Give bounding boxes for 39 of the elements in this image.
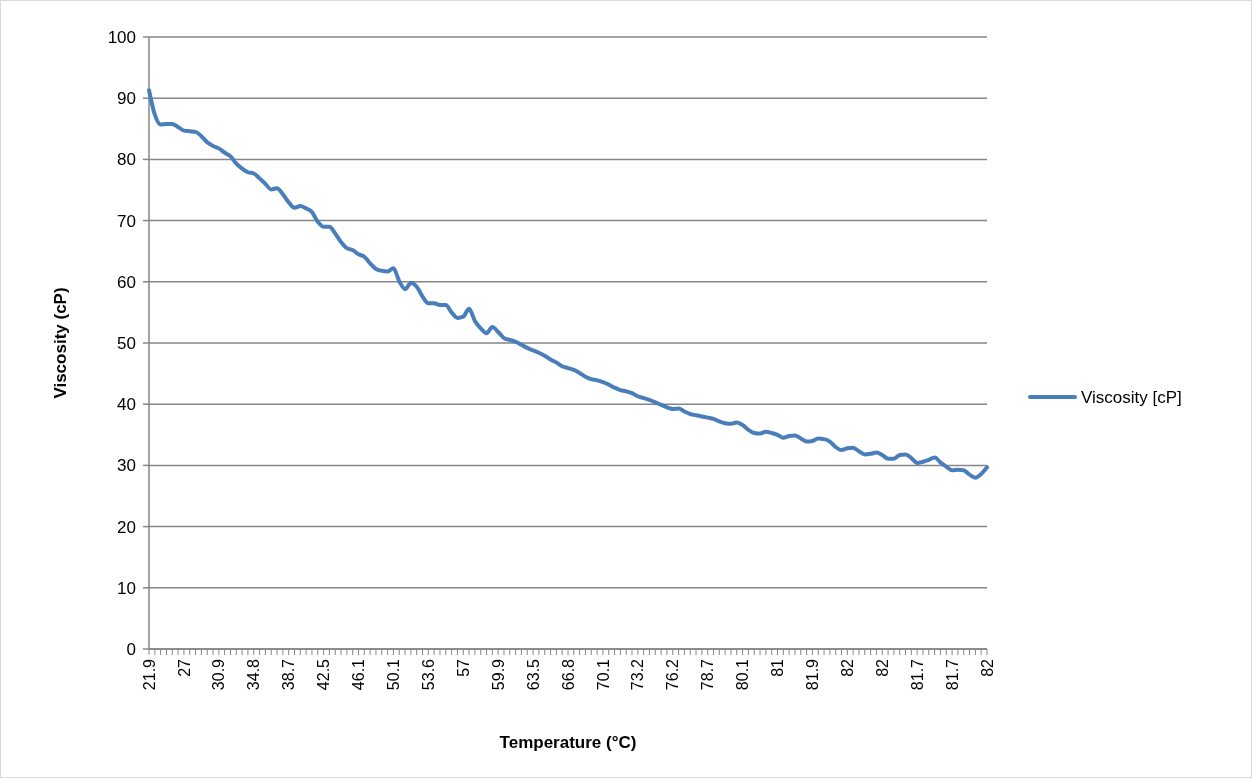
x-tick-label: 63.5 <box>524 658 542 691</box>
x-tick-label: 21.9 <box>140 658 158 691</box>
y-axis-title: Viscosity (cP) <box>51 287 70 399</box>
y-tick-label: 60 <box>117 272 136 292</box>
x-tick-label: 38.7 <box>280 658 298 691</box>
x-axis-title: Temperature (°C) <box>499 733 637 752</box>
x-tick-label: 57 <box>454 658 472 677</box>
y-tick-label: 80 <box>117 150 136 170</box>
x-tick-label: 34.8 <box>245 658 263 691</box>
x-tick-label: 81.9 <box>804 658 822 691</box>
x-tick-label: 59.9 <box>489 658 507 691</box>
x-tick-label: 53.6 <box>419 658 437 691</box>
y-tick-label: 70 <box>117 211 136 231</box>
y-tick-label: 50 <box>117 333 136 353</box>
x-tick-label: 81 <box>769 658 787 677</box>
x-tick-label: 66.8 <box>559 658 577 691</box>
x-tick-label: 82 <box>978 658 996 677</box>
x-tick-label: 76.2 <box>664 658 682 691</box>
x-tick-label: 78.7 <box>699 658 717 691</box>
x-tick-label: 81.7 <box>943 658 961 691</box>
x-tick-label: 27 <box>175 658 193 677</box>
y-tick-label: 0 <box>126 639 136 659</box>
x-tick-label: 50.1 <box>385 658 403 691</box>
y-tick-label: 90 <box>117 89 136 109</box>
x-tick-label: 46.1 <box>350 658 368 691</box>
x-tick-label: 73.2 <box>629 658 647 691</box>
y-tick-label: 100 <box>107 27 136 47</box>
y-tick-label: 10 <box>117 578 136 598</box>
x-tick-label: 82 <box>838 658 856 677</box>
x-tick-label: 80.1 <box>734 658 752 691</box>
x-tick-label: 42.5 <box>315 658 333 691</box>
legend-label: Viscosity [cP] <box>1081 387 1182 407</box>
y-tick-label: 30 <box>117 456 136 476</box>
x-tick-label: 81.7 <box>908 658 926 691</box>
x-tick-label: 82 <box>873 658 891 677</box>
x-tick-label: 70.1 <box>594 658 612 691</box>
y-tick-label: 40 <box>117 395 136 415</box>
x-tick-label: 30.9 <box>210 658 228 691</box>
y-tick-label: 20 <box>117 517 136 537</box>
